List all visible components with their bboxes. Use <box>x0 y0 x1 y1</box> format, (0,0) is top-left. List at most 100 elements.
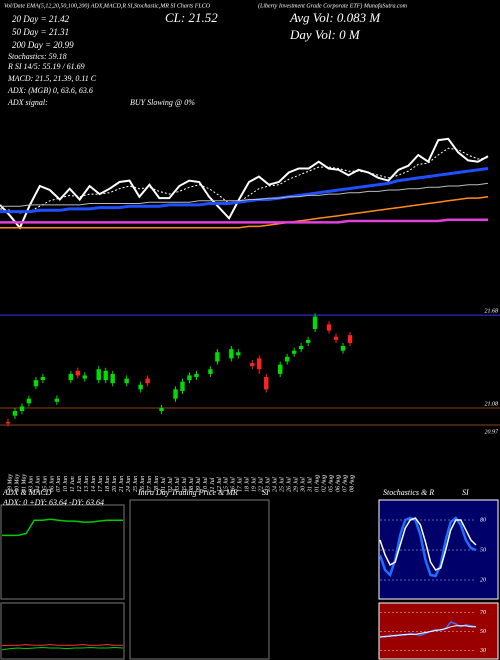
adx-signal: BUY Slowing @ 0% <box>130 98 195 107</box>
x-tick-label: 02 Aug <box>321 475 327 492</box>
candle-body <box>82 375 87 379</box>
panel-subtitle: SI <box>462 488 469 497</box>
candle-body <box>298 346 304 350</box>
x-tick-label: 26 Jun <box>140 476 146 492</box>
series-line <box>0 218 488 224</box>
x-tick-label: 17 Jul <box>238 477 244 492</box>
x-tick-label: 10 Jul <box>203 477 209 492</box>
level-label: 20.97 <box>485 429 500 435</box>
x-tick-label: 28 Jun <box>154 476 160 492</box>
ema50-label: 50 Day = 21.31 <box>12 27 69 37</box>
candle-body <box>75 370 80 376</box>
candle-body <box>278 364 283 374</box>
ema-header: Vol/Date EMA(5,12,20,50,100,200) ADX,MAC… <box>4 2 211 9</box>
x-tick-label: 12 Jun <box>77 476 83 492</box>
candle-body <box>68 373 74 381</box>
panel-frame <box>0 504 125 600</box>
x-tick-label: 14 Jun <box>90 476 97 492</box>
candle-body <box>284 356 290 362</box>
ema20-label: 20 Day = 21.42 <box>12 14 70 24</box>
x-tick-label: 25 Jun <box>133 476 139 492</box>
x-tick-label: 18 Jul <box>245 477 251 492</box>
series-line <box>0 147 489 214</box>
x-tick-label: 10 Jun <box>63 476 69 492</box>
macd-label: MACD: 21.5, 21.39, 0.11 C <box>7 74 97 83</box>
series-line <box>379 517 477 571</box>
rsi-label: R SI 14/5: 55.19 / 61.69 <box>7 62 85 71</box>
candle-body <box>236 352 241 356</box>
candle-body <box>103 370 108 381</box>
x-tick-label: 11 Jun <box>70 476 76 492</box>
x-tick-label: 18 Jun <box>105 476 111 492</box>
series-line <box>0 182 489 207</box>
x-tick-label: 05 Jul <box>182 477 188 492</box>
x-tick-label: 13 Jun <box>84 476 90 492</box>
x-tick-label: 29 May <box>7 474 13 492</box>
panel-frame <box>0 602 125 660</box>
x-tick-label: 01 Jul <box>161 477 167 492</box>
candle-body <box>54 398 60 402</box>
candle-body <box>194 373 199 377</box>
candle-body <box>208 369 213 374</box>
x-tick-label: 24 Jul <box>272 477 279 492</box>
panel-frame <box>378 602 499 660</box>
x-tick-label: 03 Jun <box>28 476 34 492</box>
y-tick-label: 30 <box>479 648 486 654</box>
candle-body <box>305 339 311 343</box>
candle-body <box>19 406 25 412</box>
candle-body <box>5 421 11 424</box>
x-tick-label: 12 Jul <box>217 477 223 492</box>
candle-body <box>187 375 192 381</box>
candle-body <box>229 349 234 359</box>
x-tick-label: 19 Jul <box>252 477 258 492</box>
series-line <box>0 196 489 229</box>
candle-body <box>291 350 297 354</box>
series-line <box>1 646 124 651</box>
candle-body <box>145 378 150 384</box>
candle-body <box>40 376 46 381</box>
series-line <box>0 167 489 214</box>
x-tick-label: 05 Aug <box>328 475 334 492</box>
series-line <box>2 518 123 537</box>
adx-signal-label: ADX signal: <box>7 98 48 107</box>
candle-body <box>180 381 185 391</box>
panel-subtitle: ADX: 0 +DY: 63.64 -DY: 63.64 <box>2 498 104 507</box>
candle-body <box>159 407 164 412</box>
panel-frame <box>129 499 270 660</box>
series-line <box>378 516 477 578</box>
candle-body <box>333 336 339 340</box>
panel-title: ADX & MACD <box>2 488 52 497</box>
candle-body <box>124 378 129 384</box>
candle-body <box>250 363 255 367</box>
series-line <box>1 644 123 647</box>
y-tick-label: 70 <box>480 610 486 616</box>
candle-body <box>264 376 269 390</box>
x-tick-label: 24 Jun <box>125 476 132 492</box>
x-tick-label: 26 Jul <box>287 477 293 492</box>
day-volume: Day Vol: 0 M <box>289 27 361 42</box>
x-tick-label: 15 Jul <box>224 477 230 492</box>
x-tick-label: 06 Jun <box>49 476 55 492</box>
candle-body <box>326 324 332 331</box>
candle-body <box>340 346 346 351</box>
close-price: CL: 21.52 <box>165 10 218 25</box>
series-line <box>0 137 489 230</box>
panel-title: Stochastics & R <box>383 488 434 497</box>
x-tick-label: 08 Jul <box>189 477 195 492</box>
candle-body <box>96 369 101 381</box>
x-tick-label: 29 Jul <box>294 477 300 492</box>
adx-label: ADX: (MGB) 0, 63.6, 63.6 <box>7 86 93 95</box>
x-tick-label: 04 Jun <box>34 476 41 492</box>
x-tick-label: 17 Jun <box>98 476 104 492</box>
x-tick-label: 07 Jun <box>56 476 62 492</box>
candle-body <box>215 352 220 362</box>
x-tick-label: 07 Aug <box>342 475 348 492</box>
candle-body <box>347 335 353 343</box>
x-tick-label: 06 Aug <box>335 475 341 492</box>
x-tick-label: 30 May <box>14 474 20 493</box>
x-tick-label: 22 Jul <box>259 477 265 492</box>
x-tick-label: 01 Aug <box>314 475 320 492</box>
level-label: 21.68 <box>485 308 499 314</box>
x-tick-label: 05 Jun <box>42 476 48 492</box>
